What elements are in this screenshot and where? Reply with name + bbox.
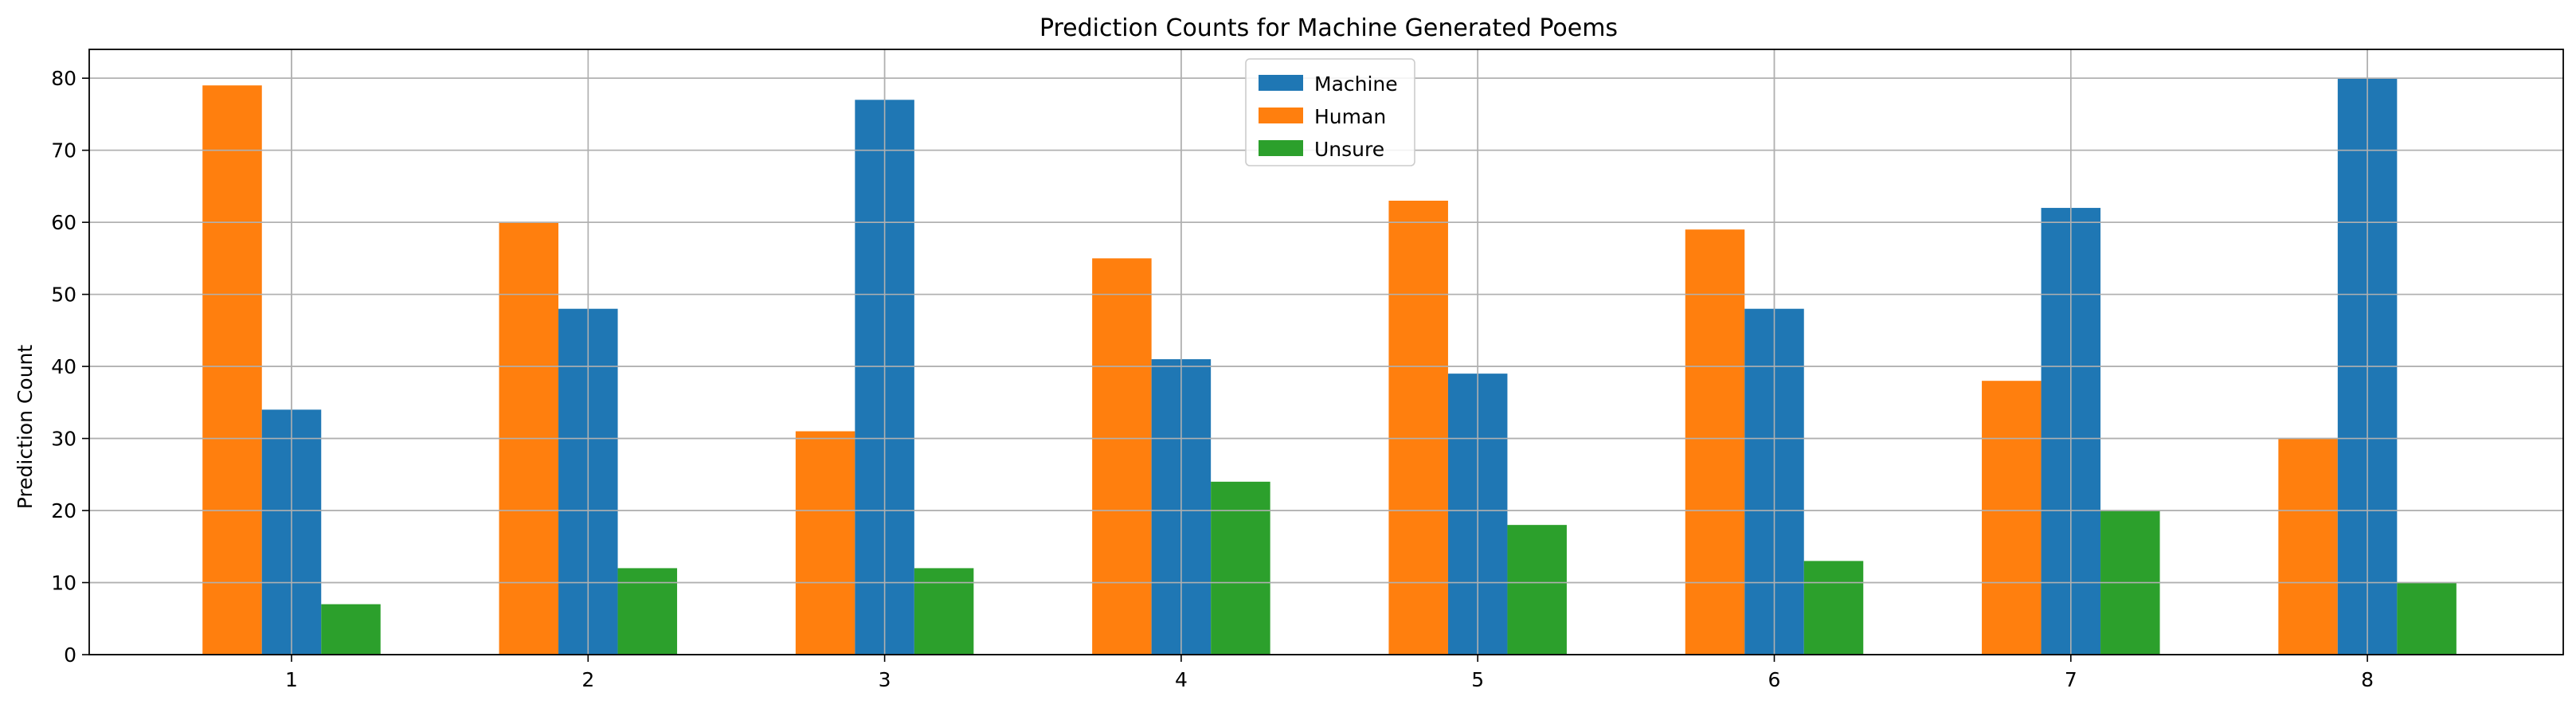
bar-unsure-5 bbox=[1507, 525, 1567, 655]
legend-swatch-human bbox=[1259, 108, 1303, 123]
y-tick-label: 40 bbox=[51, 355, 76, 378]
x-tick-label: 1 bbox=[285, 668, 298, 691]
y-tick-label: 0 bbox=[64, 643, 76, 667]
legend-label-human: Human bbox=[1314, 105, 1386, 128]
bar-unsure-3 bbox=[914, 568, 974, 655]
plot-frame bbox=[88, 49, 2564, 655]
y-tick-label: 30 bbox=[51, 428, 76, 451]
x-tick-label: 5 bbox=[1471, 668, 1484, 691]
legend-swatch-machine bbox=[1259, 75, 1303, 91]
legend-swatch-unsure bbox=[1259, 140, 1303, 156]
y-tick-label: 60 bbox=[51, 211, 76, 234]
x-tick-label: 7 bbox=[2065, 668, 2077, 691]
x-tick-label: 4 bbox=[1175, 668, 1188, 691]
y-axis-label: Prediction Count bbox=[14, 345, 37, 510]
bar-human-7 bbox=[1982, 381, 2042, 655]
axes bbox=[82, 49, 2564, 662]
bar-human-8 bbox=[2278, 438, 2338, 655]
y-tick-label: 50 bbox=[51, 284, 76, 307]
bar-human-5 bbox=[1388, 201, 1448, 655]
legend-label-unsure: Unsure bbox=[1314, 138, 1384, 161]
y-tick-label: 70 bbox=[51, 139, 76, 162]
x-tick-label: 3 bbox=[879, 668, 891, 691]
bars bbox=[89, 49, 2563, 655]
y-tick-label: 10 bbox=[51, 572, 76, 595]
tick-labels: 0 10 20 30 40 50 60 70 80 1 2 3 4 5 6 7 8 bbox=[51, 67, 2374, 691]
bar-unsure-4 bbox=[1211, 481, 1270, 655]
bar-human-4 bbox=[1092, 258, 1152, 655]
bar-human-1 bbox=[202, 85, 262, 655]
bar-human-6 bbox=[1685, 229, 1745, 655]
bar-unsure-6 bbox=[1803, 561, 1864, 655]
bar-unsure-1 bbox=[321, 604, 381, 655]
chart-title: Prediction Counts for Machine Generated … bbox=[1039, 14, 1618, 42]
x-tick-label: 8 bbox=[2361, 668, 2374, 691]
x-tick-label: 6 bbox=[1768, 668, 1781, 691]
y-tick-label: 80 bbox=[51, 67, 76, 90]
bar-human-3 bbox=[795, 431, 855, 655]
legend: Machine Human Unsure bbox=[1245, 58, 1415, 166]
legend-label-machine: Machine bbox=[1314, 72, 1398, 96]
bar-unsure-8 bbox=[2397, 582, 2457, 655]
x-tick-label: 2 bbox=[581, 668, 594, 691]
y-tick-label: 20 bbox=[51, 499, 76, 522]
bar-unsure-2 bbox=[617, 568, 678, 655]
